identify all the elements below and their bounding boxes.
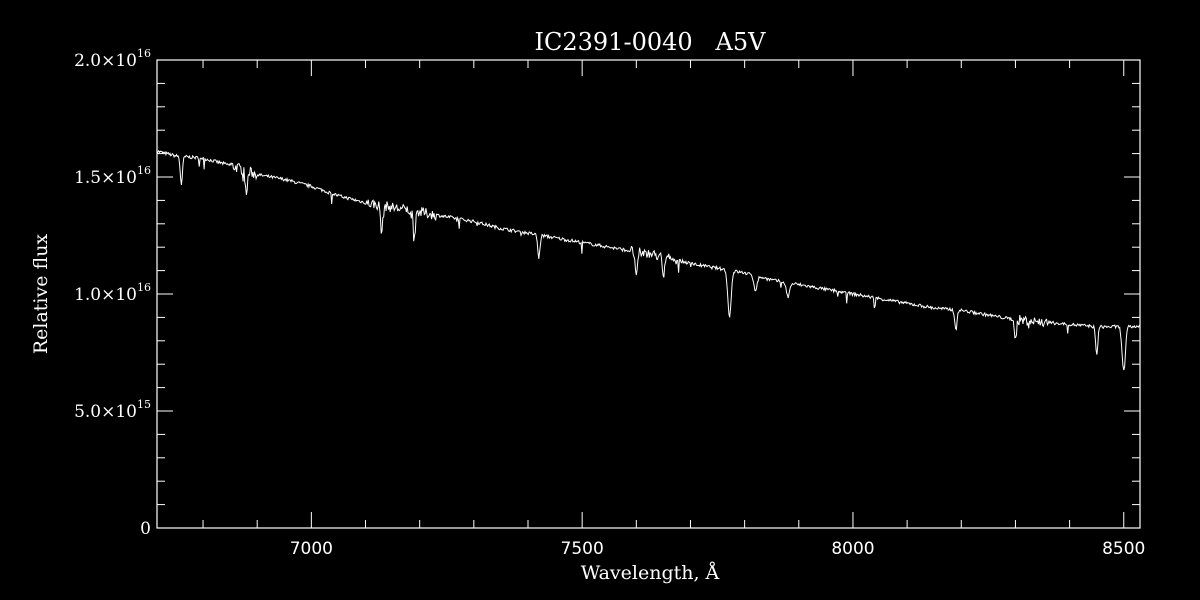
y-tick-label: 5.0×1015 — [74, 398, 151, 422]
axis-ticks — [157, 59, 1140, 529]
x-tick-label: 7000 — [290, 539, 333, 559]
x-tick-label: 8000 — [831, 539, 874, 559]
plot-frame — [156, 59, 1141, 529]
y-tick-label: 0 — [140, 519, 151, 539]
y-tick-label: 1.0×1016 — [74, 281, 151, 305]
y-tick-label: 1.5×1016 — [74, 164, 151, 188]
x-axis-label: Wavelength, Å — [581, 562, 720, 584]
y-tick-labels: 0 5.0×1015 1.0×1016 1.5×1016 2.0×1016 — [74, 47, 151, 539]
y-axis-label: Relative flux — [30, 234, 52, 355]
x-tick-labels: 7000 7500 8000 8500 — [290, 539, 1146, 559]
spectrum-line — [156, 149, 1141, 371]
y-tick-label: 2.0×1016 — [74, 47, 151, 71]
x-tick-label: 8500 — [1102, 539, 1145, 559]
chart-title: IC2391-0040 A5V — [535, 28, 767, 56]
x-tick-label: 7500 — [561, 539, 604, 559]
